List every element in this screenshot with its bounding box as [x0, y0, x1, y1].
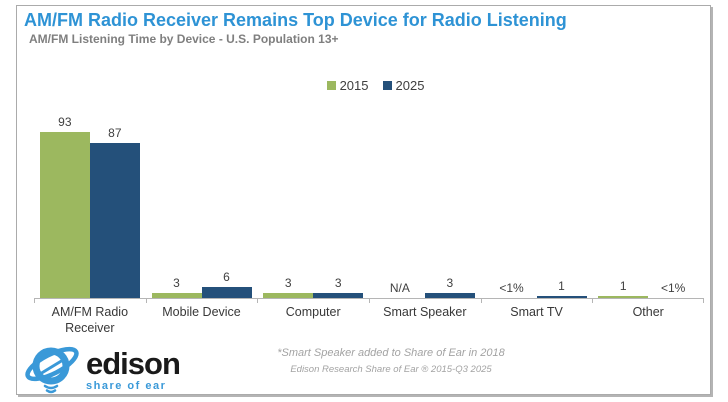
- bar-slot: <1%: [487, 281, 537, 298]
- legend-item-2015: 2015: [326, 78, 369, 93]
- bar-value-label: 3: [446, 276, 454, 290]
- axis-tick: [480, 298, 482, 303]
- bar-value-label: 6: [223, 270, 230, 284]
- bar-value-label: 3: [284, 276, 292, 290]
- legend-swatch-2015: [326, 81, 336, 90]
- bar-slot: 3: [313, 276, 364, 298]
- category-label: Computer: [285, 305, 341, 319]
- legend-label: 2015: [339, 78, 369, 93]
- legend-label: 2025: [395, 78, 425, 93]
- bar-group: <1% 1: [481, 96, 593, 298]
- bar-group: N/A 3: [369, 96, 481, 298]
- bar-value-label: 1: [558, 279, 565, 293]
- bar-slot: 1: [536, 279, 587, 298]
- legend: 2015 2025: [29, 78, 722, 93]
- logo-brand: edison: [86, 345, 181, 381]
- bar-2025: [424, 293, 475, 298]
- bar-2015: [598, 296, 649, 298]
- bar-2025: [201, 287, 252, 298]
- bar-slot: 1: [598, 279, 649, 298]
- bar-slot: 3: [424, 276, 475, 298]
- legend-item-2025: 2025: [382, 78, 425, 93]
- bar-slot: 3: [151, 276, 202, 298]
- category-label: Smart Speaker: [383, 305, 467, 319]
- footnote-source: Edison Research Share of Ear ® 2015-Q3 2…: [290, 364, 492, 375]
- bar-slot: 93: [39, 115, 90, 298]
- bar-slot: N/A: [375, 281, 425, 298]
- legend-swatch-2025: [382, 81, 392, 90]
- bar-2015: [263, 293, 314, 298]
- bar-slot: 6: [201, 270, 252, 298]
- chart-subtitle: AM/FM Listening Time by Device - U.S. Po…: [29, 32, 339, 46]
- axis-tick: [369, 298, 370, 303]
- bar-2025: [89, 143, 140, 298]
- logo-text: edison share of ear: [86, 345, 181, 392]
- logo-tagline: share of ear: [86, 379, 167, 392]
- bar-2025: [313, 293, 364, 298]
- plot-area: 93 87 3 6 3 3 N/A 3 <1% 1 1 <1%: [34, 96, 704, 303]
- chart-title: AM/FM Radio Receiver Remains Top Device …: [24, 10, 567, 30]
- bar-value-label: 87: [108, 126, 122, 140]
- bar-group: 1 <1%: [592, 96, 704, 298]
- bar-value-label: 1: [619, 279, 627, 293]
- bar-slot: <1%: [648, 281, 698, 298]
- bar-value-label: N/A: [389, 281, 410, 295]
- edison-planet-logo-icon: [22, 337, 84, 402]
- axis-tick: [592, 298, 594, 303]
- bar-value-label: <1%: [661, 281, 686, 295]
- category-axis: AM/FM Radio Receiver Mobile Device Compute…: [34, 305, 704, 336]
- axis-tick: [34, 298, 35, 303]
- bar-value-label: 3: [173, 276, 180, 290]
- category-label: Smart TV: [510, 305, 563, 319]
- bar-slot: 3: [263, 276, 314, 298]
- bar-value-label: <1%: [499, 281, 524, 295]
- bar-value-label: 3: [334, 276, 342, 290]
- bar-2025: [536, 296, 587, 298]
- category-label: Other: [632, 305, 664, 319]
- bar-group: 93 87: [34, 96, 146, 298]
- bar-2015: [39, 132, 90, 298]
- axis-tick: [257, 298, 259, 303]
- chart-frame: AM/FM Radio Receiver Remains Top Device …: [16, 5, 711, 395]
- bar-value-label: 93: [58, 115, 72, 129]
- axis-tick: [145, 298, 147, 303]
- edison-logo: edison share of ear: [22, 337, 181, 402]
- footnote-smart-speaker: *Smart Speaker added to Share of Ear in …: [277, 347, 505, 359]
- category-label: AM/FM Radio Receiver: [51, 305, 129, 335]
- bar-slot: 87: [89, 126, 140, 298]
- category-label: Mobile Device: [162, 305, 241, 319]
- axis-tick: [703, 298, 704, 303]
- bar-2015: [151, 293, 202, 298]
